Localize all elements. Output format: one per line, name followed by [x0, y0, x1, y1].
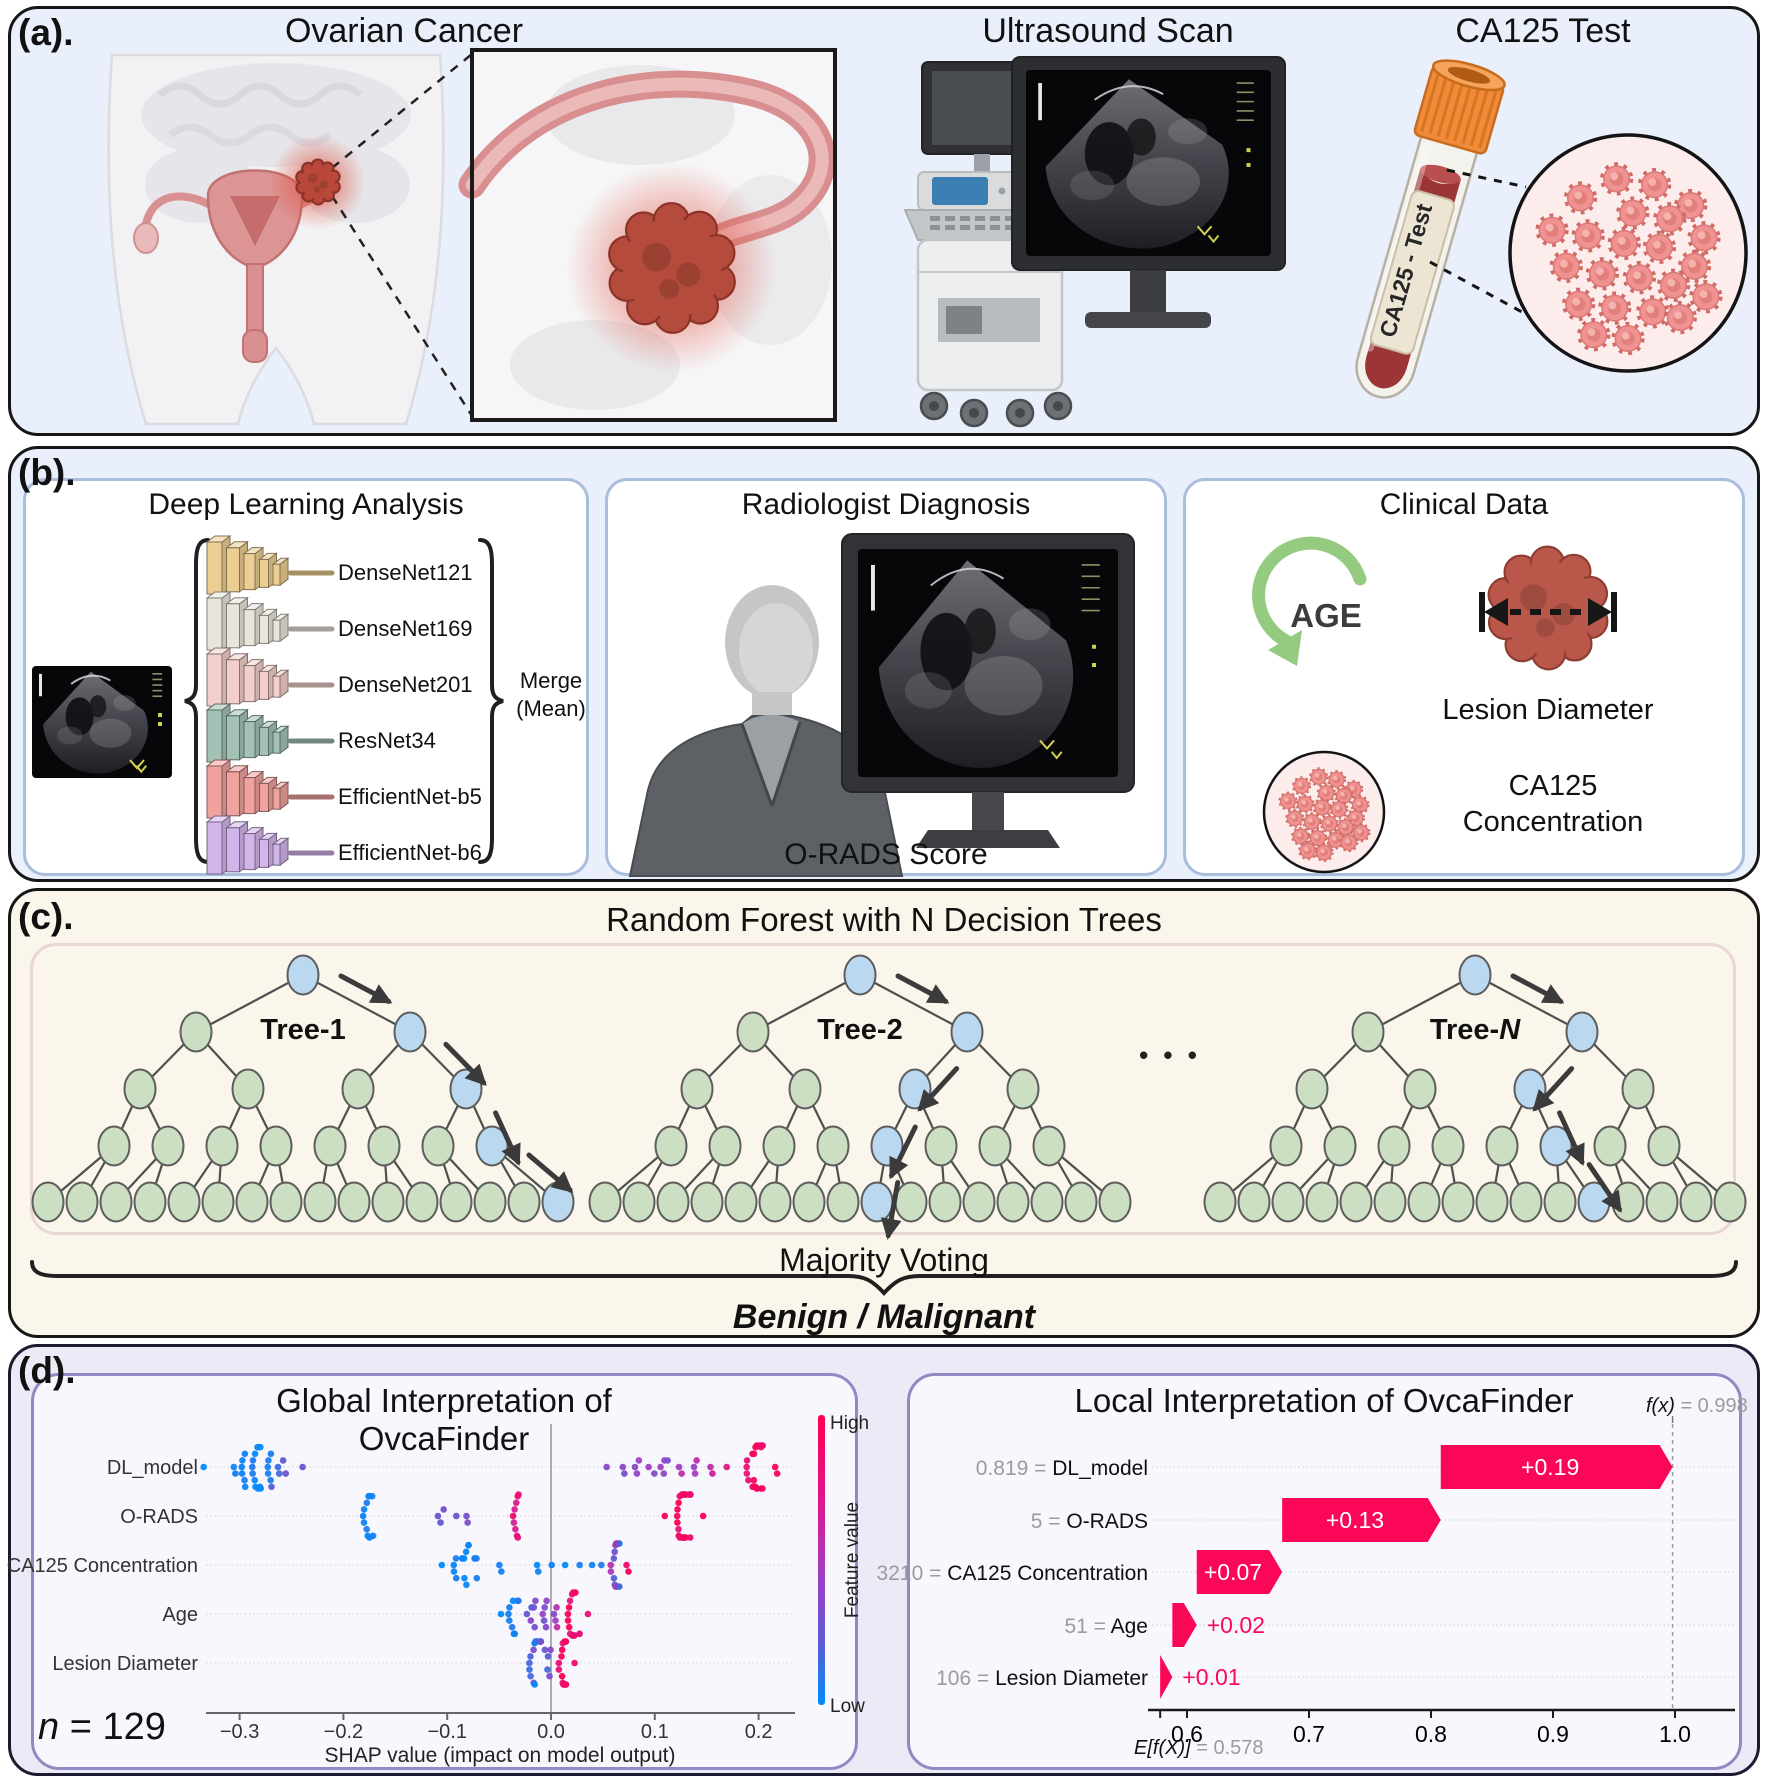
clinical-title: Clinical Data [1379, 488, 1549, 521]
ellipsis-dots: • • • [1139, 1040, 1201, 1070]
ovarian-cancer-title: Ovarian Cancer [284, 12, 524, 50]
ultrasound-scan-title: Ultrasound Scan [982, 12, 1234, 50]
tree-2-label: Tree-2 [817, 1014, 903, 1046]
sample-size-label: n = 129 [38, 1706, 166, 1749]
majority-voting-label: Majority Voting [779, 1242, 989, 1278]
local-interpretation-box [907, 1373, 1742, 1770]
deep-learning-title: Deep Learning Analysis [148, 488, 464, 521]
global-title: Global Interpretation of OvcaFinder [276, 1382, 612, 1457]
tree-n-italic: N [1499, 1014, 1521, 1046]
age-label: AGE [1290, 597, 1362, 634]
global-interpretation-box [31, 1373, 858, 1770]
tree-n-prefix: Tree- [1429, 1014, 1500, 1046]
model-label-5: EfficientNet-b6 [338, 840, 482, 865]
panel-c-label: (c). [18, 896, 74, 937]
panel-b-label: (b). [18, 452, 76, 493]
model-label-2: DenseNet201 [338, 672, 473, 697]
orads-score-caption: O-RADS Score [784, 838, 988, 871]
n-italic: n [38, 1706, 60, 1748]
panel-a-label: (a). [18, 12, 74, 53]
forest-title: Random Forest with N Decision Trees [606, 901, 1162, 938]
model-label-3: ResNet34 [338, 728, 436, 753]
panel-d-label: (d). [18, 1350, 76, 1391]
n-value: = 129 [59, 1706, 166, 1748]
model-label-1: DenseNet169 [338, 616, 473, 641]
ca125-concentration-label-1: CA125 [1508, 770, 1598, 802]
benign-malignant-label: Benign / Malignant [732, 1298, 1036, 1336]
model-label-4: EfficientNet-b5 [338, 784, 482, 809]
radiologist-box [605, 478, 1167, 876]
forest-box [30, 943, 1736, 1235]
merge-label-1: Merge [519, 668, 583, 693]
panel-a [8, 6, 1760, 436]
merge-label-2: (Mean) [516, 696, 586, 721]
tree-1-label: Tree-1 [260, 1014, 346, 1046]
ca125-test-title: CA125 Test [1455, 12, 1631, 50]
tree-n-label: Tree-N [1375, 1014, 1575, 1047]
local-title: Local Interpretation of OvcaFinder [1074, 1382, 1574, 1419]
ca125-concentration-label-2: Concentration [1462, 806, 1644, 838]
radiologist-title: Radiologist Diagnosis [741, 488, 1031, 521]
model-label-0: DenseNet121 [338, 560, 473, 585]
lesion-diameter-label: Lesion Diameter [1442, 694, 1654, 726]
